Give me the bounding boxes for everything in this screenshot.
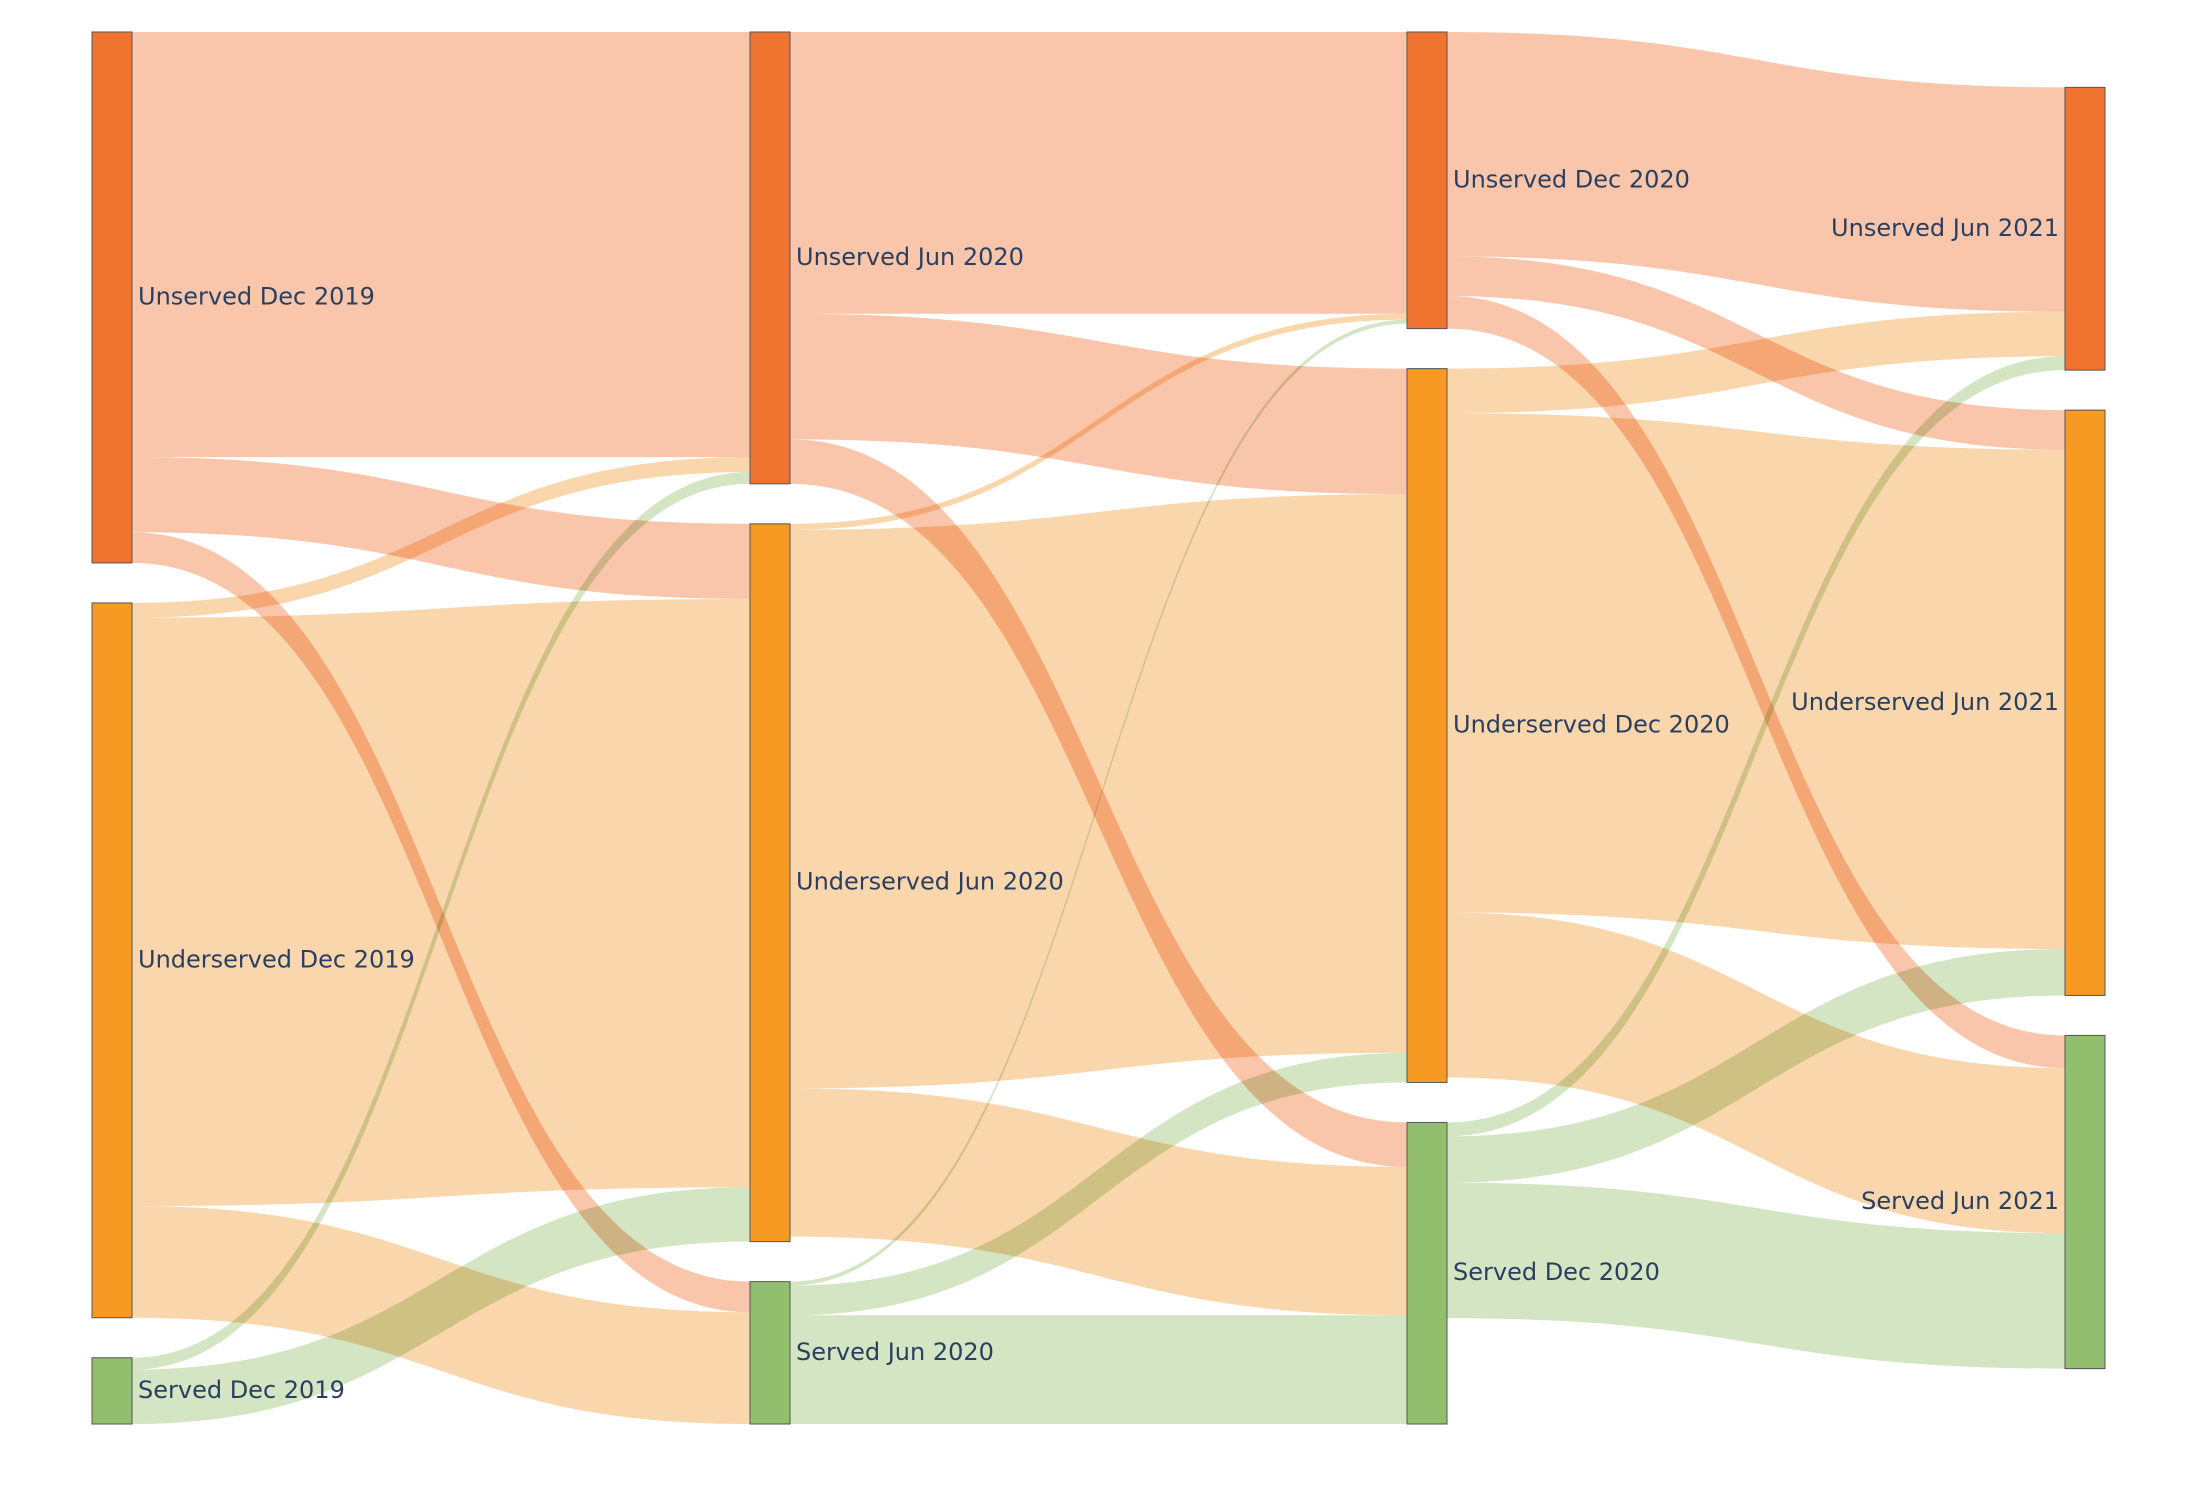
sankey-link-unserved_dec2020-to-unserved_jun2021 — [1447, 32, 2065, 312]
sankey-link-served_dec2020-to-served_jun2021 — [1447, 1182, 2065, 1369]
sankey-node-served_jun2020 — [749, 1281, 791, 1425]
links-layer — [132, 32, 2065, 1424]
sankey-node-label-served_dec2019: Served Dec 2019 — [138, 1376, 345, 1404]
sankey-link-unserved_dec2019-to-underserved_jun2020 — [132, 457, 750, 599]
sankey-node-label-underserved_jun2021: Underserved Jun 2021 — [1791, 688, 2059, 716]
sankey-link-underserved_jun2020-to-unserved_dec2020 — [790, 313, 1407, 530]
sankey-node-unserved_dec2020 — [1406, 31, 1448, 330]
sankey-link-served_dec2019-to-underserved_jun2020 — [132, 1187, 750, 1424]
labels-layer: Unserved Dec 2019 Underserved Dec 2019 Ser… — [138, 165, 2059, 1404]
sankey-link-served_jun2020-to-served_dec2020 — [790, 1315, 1407, 1424]
sankey-node-underserved_jun2020 — [749, 523, 791, 1243]
sankey-link-underserved_dec2019-to-underserved_jun2020 — [132, 598, 750, 1207]
sankey-node-underserved_dec2019 — [91, 602, 133, 1319]
nodes-layer — [91, 31, 2106, 1425]
sankey-node-unserved_jun2020 — [749, 31, 791, 485]
sankey-link-served_dec2019-to-unserved_jun2020 — [132, 471, 750, 1370]
sankey-node-label-served_jun2020: Served Jun 2020 — [796, 1338, 994, 1366]
sankey-node-label-underserved_jun2020: Underserved Jun 2020 — [796, 868, 1064, 896]
sankey-link-underserved_jun2020-to-served_dec2020 — [790, 1088, 1407, 1316]
sankey-node-underserved_dec2020 — [1406, 368, 1448, 1083]
sankey-node-served_jun2021 — [2064, 1034, 2106, 1370]
sankey-link-underserved_jun2020-to-underserved_dec2020 — [790, 494, 1407, 1089]
sankey-node-unserved_jun2021 — [2064, 86, 2106, 371]
sankey-node-served_dec2020 — [1406, 1121, 1448, 1425]
sankey-link-underserved_dec2020-to-unserved_jun2021 — [1447, 311, 2065, 414]
sankey-link-served_dec2020-to-underserved_jun2021 — [1447, 948, 2065, 1183]
sankey-node-label-unserved_jun2021: Unserved Jun 2021 — [1831, 214, 2059, 242]
sankey-link-underserved_dec2019-to-unserved_jun2020 — [132, 457, 750, 618]
sankey-node-label-served_dec2020: Served Dec 2020 — [1453, 1258, 1660, 1286]
sankey-node-unserved_dec2019 — [91, 31, 133, 564]
sankey-node-served_dec2019 — [91, 1357, 133, 1425]
sankey-link-underserved_dec2020-to-underserved_jun2021 — [1447, 413, 2065, 949]
sankey-link-served_jun2020-to-unserved_dec2020 — [790, 319, 1407, 1286]
sankey-node-label-unserved_jun2020: Unserved Jun 2020 — [796, 243, 1024, 271]
sankey-node-label-underserved_dec2020: Underserved Dec 2020 — [1453, 711, 1730, 739]
sankey-node-label-unserved_dec2019: Unserved Dec 2019 — [138, 282, 375, 310]
sankey-node-label-underserved_dec2019: Underserved Dec 2019 — [138, 945, 415, 973]
sankey-link-served_dec2020-to-unserved_jun2021 — [1447, 356, 2065, 1137]
sankey-node-label-served_jun2021: Served Jun 2021 — [1861, 1187, 2059, 1215]
sankey-link-served_jun2020-to-underserved_dec2020 — [790, 1052, 1407, 1316]
sankey-node-underserved_jun2021 — [2064, 409, 2106, 996]
sankey-node-label-unserved_dec2020: Unserved Dec 2020 — [1453, 165, 1690, 193]
sankey-link-unserved_jun2020-to-underserved_dec2020 — [790, 313, 1407, 495]
sankey-link-unserved_dec2019-to-unserved_jun2020 — [132, 32, 750, 458]
sankey-link-unserved_jun2020-to-unserved_dec2020 — [790, 32, 1407, 314]
